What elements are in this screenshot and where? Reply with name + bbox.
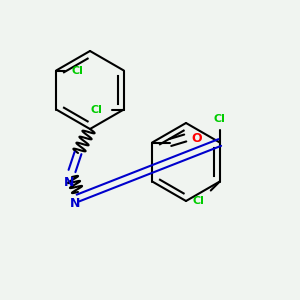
Text: N: N [64,176,74,188]
Text: O: O [191,131,202,145]
Text: Cl: Cl [214,115,226,124]
Text: Cl: Cl [91,104,103,115]
Text: Cl: Cl [71,65,83,76]
Text: Cl: Cl [193,196,205,206]
Text: N: N [70,196,80,209]
